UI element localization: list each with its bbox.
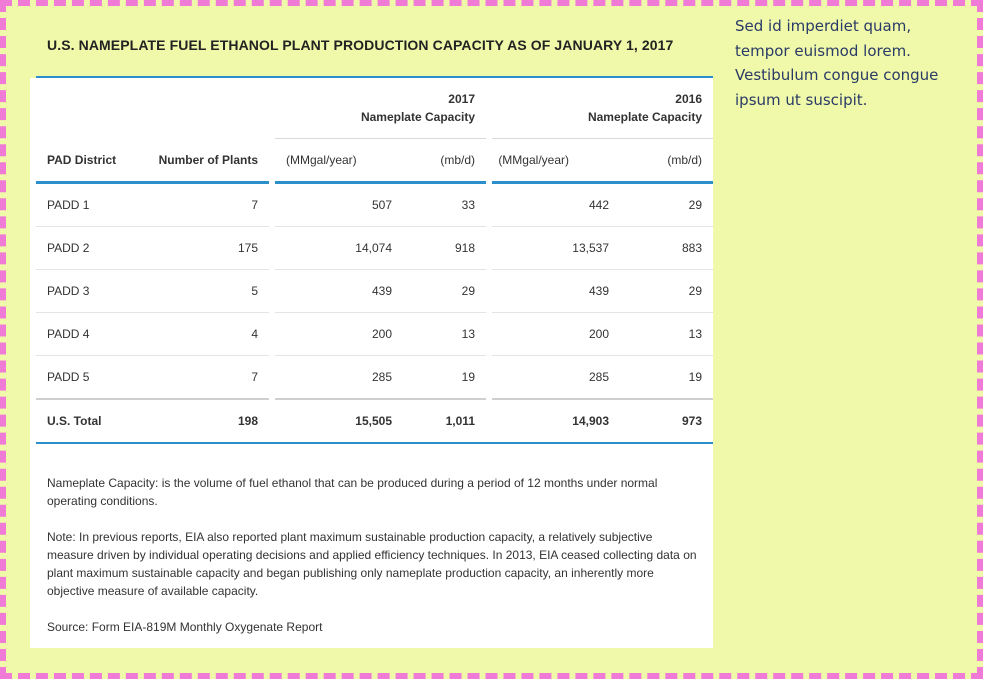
total-mmgal-2017: 15,505 <box>275 400 403 444</box>
header-2017: 2017 Nameplate Capacity <box>275 78 486 139</box>
nameplate-definition: Nameplate Capacity: is the volume of fue… <box>47 476 658 508</box>
table-card <box>30 24 713 648</box>
year-header-row: 2017 Nameplate Capacity 2016 Nameplate C… <box>36 78 713 139</box>
col-header-mmgal-2016: (MMgal/year) <box>492 139 620 184</box>
total-district: U.S. Total <box>36 400 143 444</box>
cell-mbd-2017: 19 <box>403 356 486 400</box>
cell-mbd-2016: 13 <box>620 313 713 356</box>
source-note: Source: Form EIA-819M Monthly Oxygenate … <box>47 620 323 634</box>
side-paragraph: Sed id imperdiet quam, tempor euismod lo… <box>735 17 939 109</box>
header-2016-label: Nameplate Capacity <box>587 110 702 124</box>
table-row: PADD 1 7 507 33 442 29 <box>36 184 713 227</box>
total-row: U.S. Total 198 15,505 1,011 14,903 973 <box>36 400 713 444</box>
header-2017-label: Nameplate Capacity <box>360 110 475 124</box>
cell-mmgal-2017: 14,074 <box>275 227 403 270</box>
page-title: U.S. NAMEPLATE FUEL ETHANOL PLANT PRODUC… <box>47 37 674 53</box>
cell-mbd-2016: 29 <box>620 270 713 313</box>
notes-section: Nameplate Capacity: is the volume of fue… <box>47 474 702 654</box>
cell-mmgal-2016: 442 <box>492 184 620 227</box>
cell-mmgal-2016: 200 <box>492 313 620 356</box>
cell-mbd-2017: 29 <box>403 270 486 313</box>
cell-mbd-2017: 13 <box>403 313 486 356</box>
cell-district: PADD 1 <box>36 184 143 227</box>
title-rule <box>36 76 713 78</box>
cell-mbd-2016: 883 <box>620 227 713 270</box>
capacity-table: 2017 Nameplate Capacity 2016 Nameplate C… <box>36 78 713 444</box>
methodology-note: Note: In previous reports, EIA also repo… <box>47 530 697 598</box>
col-header-mmgal-2017: (MMgal/year) <box>275 139 403 184</box>
cell-district: PADD 3 <box>36 270 143 313</box>
cell-district: PADD 4 <box>36 313 143 356</box>
total-plants: 198 <box>143 400 269 444</box>
cell-plants: 7 <box>143 184 269 227</box>
cell-mmgal-2016: 285 <box>492 356 620 400</box>
cell-district: PADD 5 <box>36 356 143 400</box>
cell-mmgal-2017: 439 <box>275 270 403 313</box>
cell-plants: 175 <box>143 227 269 270</box>
cell-mbd-2016: 19 <box>620 356 713 400</box>
total-mbd-2016: 973 <box>620 400 713 444</box>
table-row: PADD 5 7 285 19 285 19 <box>36 356 713 400</box>
table-row: PADD 4 4 200 13 200 13 <box>36 313 713 356</box>
table-row: PADD 3 5 439 29 439 29 <box>36 270 713 313</box>
header-2017-year: 2017 <box>448 92 475 106</box>
cell-mmgal-2016: 13,537 <box>492 227 620 270</box>
title-band <box>30 24 713 78</box>
cell-mbd-2017: 918 <box>403 227 486 270</box>
col-header-plants: Number of Plants <box>143 139 269 184</box>
cell-mbd-2017: 33 <box>403 184 486 227</box>
table-row: PADD 2 175 14,074 918 13,537 883 <box>36 227 713 270</box>
col-header-district: PAD District <box>36 139 143 184</box>
cell-mmgal-2017: 285 <box>275 356 403 400</box>
cell-mmgal-2017: 200 <box>275 313 403 356</box>
cell-mmgal-2016: 439 <box>492 270 620 313</box>
cell-district: PADD 2 <box>36 227 143 270</box>
cell-plants: 5 <box>143 270 269 313</box>
total-mmgal-2016: 14,903 <box>492 400 620 444</box>
cell-mmgal-2017: 507 <box>275 184 403 227</box>
header-2016: 2016 Nameplate Capacity <box>492 78 713 139</box>
total-mbd-2017: 1,011 <box>403 400 486 444</box>
column-header-row: PAD District Number of Plants (MMgal/yea… <box>36 139 713 184</box>
header-2016-year: 2016 <box>675 92 702 106</box>
col-header-mbd-2016: (mb/d) <box>620 139 713 184</box>
cell-mbd-2016: 29 <box>620 184 713 227</box>
cell-plants: 4 <box>143 313 269 356</box>
cell-plants: 7 <box>143 356 269 400</box>
col-header-mbd-2017: (mb/d) <box>403 139 486 184</box>
